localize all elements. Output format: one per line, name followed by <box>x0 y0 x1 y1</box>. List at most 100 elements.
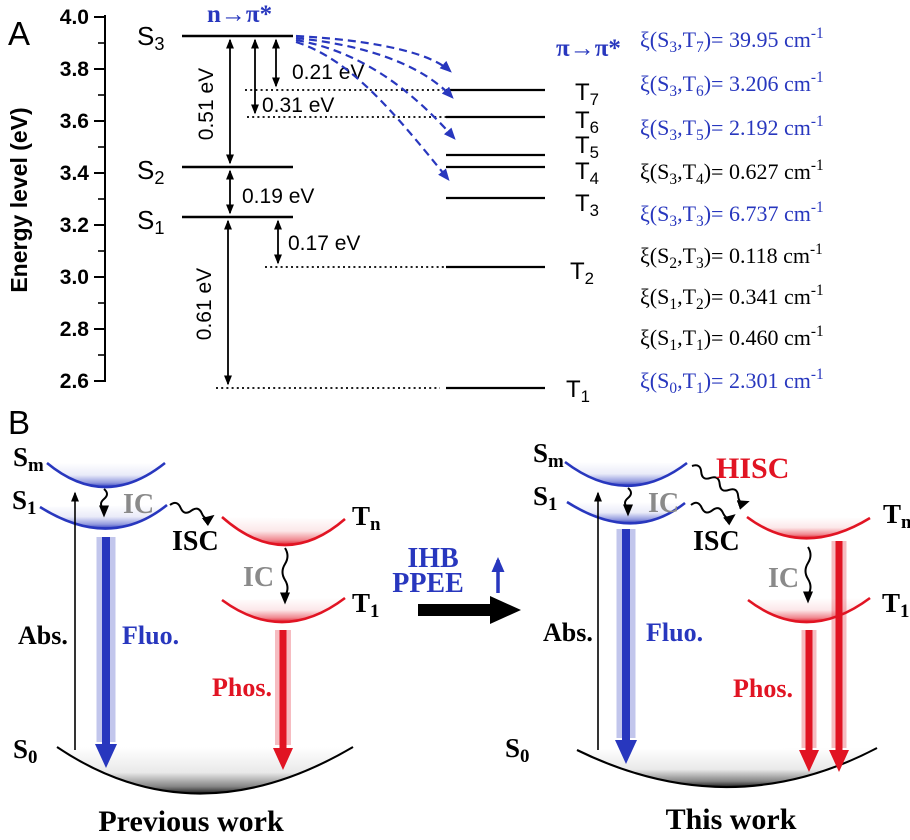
coupling-row: ξ(S2,T3)= 0.118 cm-1 <box>640 241 823 272</box>
fluorescence-arrowhead <box>95 744 117 768</box>
ic-top-label: IC <box>648 488 679 519</box>
gap-label-061: 0.61 eV <box>193 268 216 340</box>
ic-bottom-wavy-arrow <box>280 547 290 605</box>
isc-wavy-arrow <box>690 501 736 526</box>
t1-label: T1 <box>566 376 590 406</box>
ic-top-wavy-arrow <box>623 487 633 517</box>
t1-bowl-curve <box>747 596 871 624</box>
tick-label: 2.8 <box>60 318 90 341</box>
fluo-label: Fluo. <box>646 618 703 647</box>
sm-bowl-curve <box>564 460 688 488</box>
pi-pi-star-label: π→π* <box>556 35 621 62</box>
gap-label-021: 0.21 eV <box>292 61 364 84</box>
coupling-row: ξ(S1,T2)= 0.341 cm-1 <box>640 282 824 313</box>
t5-label: T5 <box>575 132 599 162</box>
fluorescence-arrowhead <box>615 740 637 764</box>
gap-label-031: 0.31 eV <box>262 94 334 117</box>
hisc-label: HISC <box>716 452 789 485</box>
s0-state-label: S0 <box>505 733 529 767</box>
tn-bowl-curve <box>221 516 346 547</box>
s1-label: S1 <box>137 205 164 238</box>
t3-label: T3 <box>575 190 599 220</box>
tn-state-label: Tn <box>352 501 381 535</box>
phos-label: Phos. <box>733 674 793 703</box>
panel-a: A 4. <box>6 1 824 406</box>
abs-label: Abs. <box>543 618 593 647</box>
axis-minor-ticks <box>98 42 105 356</box>
isc-label: ISC <box>172 526 219 557</box>
phosphorescence-arrowhead <box>273 748 293 770</box>
s2-label: S2 <box>137 155 164 188</box>
hisc-arrow-s3-t7 <box>295 34 452 73</box>
hisc-arrow-s3-t6 <box>295 36 454 99</box>
ihb-label: IHB <box>407 543 458 574</box>
gap-label-019: 0.19 eV <box>242 185 314 208</box>
panel-b-label: B <box>8 404 30 441</box>
s3-label: S3 <box>137 21 164 54</box>
sm-state-label: Sm <box>13 442 44 476</box>
phos-label: Phos. <box>212 673 272 702</box>
ppee-label: PPEE <box>392 568 464 599</box>
coupling-row: ξ(S0,T1)= 2.301 cm-1 <box>640 366 824 397</box>
t6-label: T6 <box>575 107 599 137</box>
coupling-row: ξ(S1,T1)= 0.460 cm-1 <box>640 323 824 354</box>
t2-label: T2 <box>570 258 594 288</box>
t1-state-label: T1 <box>352 588 379 622</box>
axis-title: Energy level (eV) <box>6 107 32 292</box>
axis-major-ticks <box>94 16 105 382</box>
right-title: This work <box>666 803 797 836</box>
coupling-row: ξ(S3,T4)= 0.627 cm-1 <box>640 157 824 188</box>
tick-label: 3.2 <box>60 214 89 237</box>
tick-label: 2.6 <box>60 370 89 393</box>
n-pi-star-label: n→π* <box>207 1 272 28</box>
s1-bowl-curve <box>566 500 686 525</box>
tick-label: 4.0 <box>60 6 89 29</box>
panel-b: B <box>8 404 910 838</box>
ic-bottom-label: IC <box>768 563 799 594</box>
s0-state-label: S0 <box>13 734 37 768</box>
ic-bottom-wavy-arrow <box>803 546 813 604</box>
gap-label-017: 0.17 eV <box>288 232 360 255</box>
tick-label: 3.6 <box>60 110 89 133</box>
left-title: Previous work <box>98 805 284 838</box>
tn-state-label: Tn <box>883 499 910 533</box>
panel-b-left: Sm S1 S0 Tn T1 IC ISC IC Abs. Fluo. Phos… <box>12 442 381 838</box>
phosphorescence-t1-arrowhead <box>799 750 819 772</box>
energy-axis: 4.0 3.8 3.6 3.4 3.2 3.0 2.8 2.6 Energy l… <box>6 6 106 393</box>
s1-bowl-curve <box>39 503 168 530</box>
panel-b-middle: IHB PPEE <box>392 543 521 624</box>
abs-label: Abs. <box>18 621 68 650</box>
hisc-channel-arrows <box>295 34 456 181</box>
panel-b-right: Sm S1 S0 Tn T1 IC HISC ISC IC Abs. Fluo.… <box>505 438 910 836</box>
tick-label: 3.8 <box>60 58 90 81</box>
s1-state-label: S1 <box>533 481 557 515</box>
gap-arrows <box>224 38 282 386</box>
gap-labels: 0.51 eV 0.21 eV 0.31 eV 0.19 eV 0.17 eV … <box>193 61 364 340</box>
gap-label-051: 0.51 eV <box>195 68 218 140</box>
triplet-levels: T7 T6 T5 T4 T3 T2 T1 <box>446 79 599 406</box>
tick-label: 3.4 <box>60 162 90 185</box>
t4-label: T4 <box>575 158 599 188</box>
hisc-arrow-s3-t3 <box>295 40 450 181</box>
ic-bottom-label: IC <box>243 562 274 593</box>
isc-wavy-arrow <box>169 501 215 527</box>
coupling-row: ξ(S3,T6)= 3.206 cm-1 <box>640 69 824 100</box>
ic-top-label: IC <box>123 489 154 520</box>
fluo-label: Fluo. <box>122 621 179 650</box>
coupling-row: ξ(S3,T7)= 39.95 cm-1 <box>640 25 824 56</box>
hisc-wavy-arrow <box>691 464 750 510</box>
t1-bowl-curve <box>221 596 346 624</box>
coupling-row: ξ(S3,T3)= 6.737 cm-1 <box>640 199 824 230</box>
transformation-arrow <box>418 596 521 624</box>
axis-tick-labels: 4.0 3.8 3.6 3.4 3.2 3.0 2.8 2.6 <box>60 6 90 393</box>
s1-state-label: S1 <box>12 485 36 519</box>
ic-top-wavy-arrow <box>99 488 109 518</box>
tn-bowl-curve <box>746 515 871 540</box>
coupling-row: ξ(S3,T5)= 2.192 cm-1 <box>640 113 824 144</box>
phosphorescence-tn-arrowhead <box>829 750 849 772</box>
dotted-guides <box>216 89 450 389</box>
isc-label: ISC <box>693 526 740 557</box>
sm-bowl-curve <box>46 461 166 489</box>
